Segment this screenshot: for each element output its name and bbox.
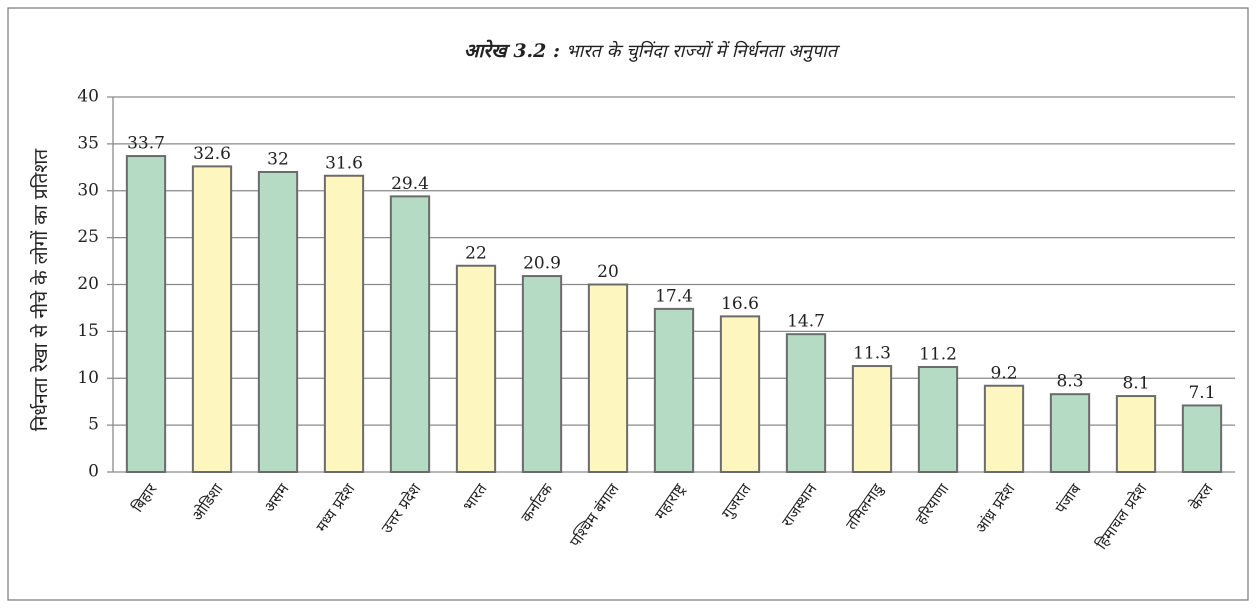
y-axis-label: निर्धनता रेखा से नीचे के लोगों का प्रतिश… [29,148,52,431]
x-tick-label: असम [260,479,293,515]
data-label: 20.9 [523,254,561,274]
bar [257,171,299,473]
x-tick-label: उत्तर प्रदेश [378,480,425,537]
x-tick-label: हरियाणा [912,479,953,527]
bar [1049,393,1091,473]
bar [983,384,1025,473]
y-tick-label: 40 [77,87,99,107]
x-tick-label: राजस्थान [778,480,821,531]
bar [587,283,629,473]
data-label: 32 [267,150,289,170]
bar [455,264,497,473]
x-tick-label: कर्नाटक [517,480,557,526]
y-tick-label: 0 [88,462,99,482]
data-label: 14.7 [787,312,825,332]
x-tick-label: तमिलनाडु [842,479,888,533]
data-label: 16.6 [721,294,759,314]
bar [1115,395,1157,473]
data-label: 9.2 [990,363,1017,383]
y-tick-label: 5 [88,415,99,435]
y-tick-label: 10 [77,368,99,388]
y-tick-label: 35 [77,133,99,153]
data-label: 17.4 [655,286,693,306]
x-tick-label: आंध्र प्रदेश [972,480,1019,537]
x-tick-label: पंजाब [1051,480,1084,517]
bar [191,165,233,473]
data-label: 32.6 [193,144,231,164]
x-tick-label: केरल [1186,480,1217,514]
data-label: 33.7 [127,134,165,154]
bar [323,174,365,473]
x-tick-label: पश्चिम बंगाल [566,480,623,551]
y-tick-label: 30 [77,180,99,200]
bar [917,366,959,473]
data-label: 11.3 [853,344,891,364]
data-label: 8.3 [1056,372,1083,392]
data-label: 20 [597,262,619,282]
chart-title: भारत के चुनिंदा राज्यों में निर्धनता अनु… [566,40,841,62]
y-tick-label: 15 [77,321,99,341]
x-tick-label: गुजरात [718,480,756,523]
data-label: 29.4 [391,174,429,194]
chart-title-label: आरेख 3.2 : [464,39,560,62]
x-tick-label: महाराष्ट्र [651,480,689,523]
x-tick-label: मध्य प्रदेश [312,480,359,536]
bar [125,155,167,473]
data-label: 31.6 [325,153,363,173]
data-label: 7.1 [1188,383,1215,403]
chart-border [7,7,1249,601]
x-tick-label: बिहार [128,480,161,516]
bar [1181,404,1223,473]
data-label: 22 [465,243,487,263]
x-tick-label: भारत [459,480,491,515]
bar [785,333,827,473]
bar [719,315,761,473]
bar [521,275,563,473]
bar [851,365,893,473]
x-tick-label: हिमाचल प्रदेश [1092,480,1151,553]
bar [389,195,431,473]
x-tick-label: ओडिशा [188,479,227,524]
y-tick-label: 25 [77,227,99,247]
bar [653,307,695,473]
data-label: 11.2 [919,345,957,365]
y-tick-label: 20 [77,274,99,294]
data-label: 8.1 [1122,374,1149,394]
